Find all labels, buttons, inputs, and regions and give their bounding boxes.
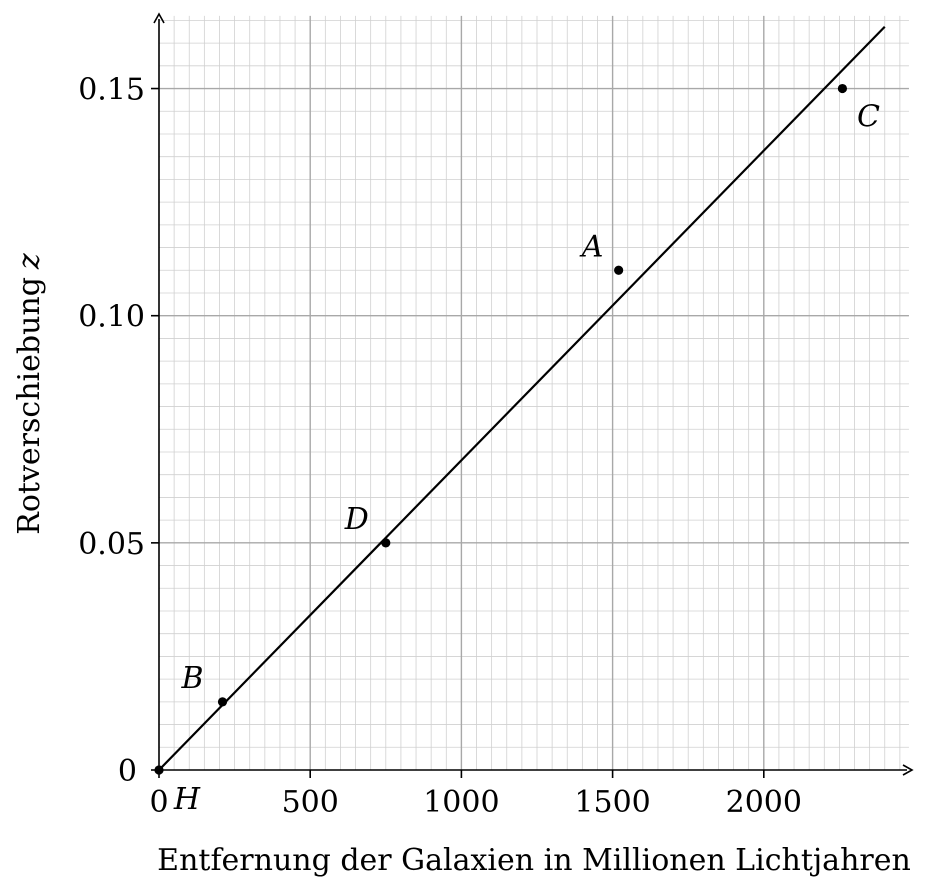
x-tick-label: 2000 [726,785,802,820]
point-label-c: C [857,100,880,135]
data-points: H B D A C [154,83,880,817]
data-point-c [837,83,848,94]
major-grid [159,15,909,770]
y-axis-arrow [153,12,165,24]
point-label-a: A [579,229,604,264]
y-tick-label: 0.05 [78,527,145,562]
fit-line [158,25,886,771]
x-tick-label: 0 [149,785,168,820]
point-label-h: H [173,782,201,817]
x-tick-label: 1000 [423,785,499,820]
y-tick-label: 0.15 [78,73,145,108]
point-label-b: B [180,661,203,696]
y-axis-label: Rotverschiebung z [12,253,47,535]
tick-labels: 0 500 1000 1500 2000 0.05 0.10 0.15 0 [78,73,802,820]
data-point-h [154,765,164,775]
point-label-d: D [344,502,369,537]
tick-marks [151,87,765,778]
y-tick-label: 0.10 [78,300,145,335]
y-axis-label-symbol: z [12,253,47,270]
y-tick-label-origin: 0 [118,754,137,789]
x-tick-label: 500 [282,785,339,820]
minor-grid [159,15,909,770]
data-point-a [614,265,624,275]
data-point-b [217,697,228,707]
x-tick-label: 1500 [574,785,650,820]
axes [153,12,914,776]
y-axis-label-text: Rotverschiebung [12,277,47,535]
x-axis-arrow [902,764,914,776]
x-axis-label: Entfernung der Galaxien in Millionen Lic… [157,843,911,878]
data-point-d [381,538,391,548]
